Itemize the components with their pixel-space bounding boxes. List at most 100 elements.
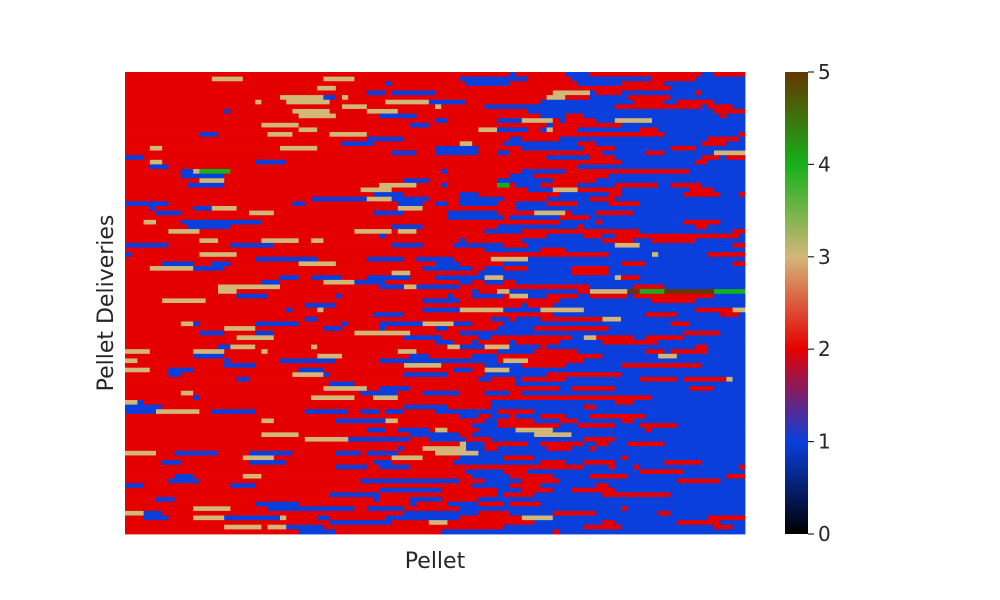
heatmap-cell [484, 266, 504, 272]
heatmap-cell [503, 266, 529, 272]
heatmap-cell [162, 159, 256, 165]
heatmap-cell [503, 242, 529, 248]
heatmap-cell [509, 473, 554, 479]
heatmap-cell [137, 358, 225, 364]
heatmap-cell [416, 501, 448, 507]
heatmap-cell [645, 150, 665, 156]
heatmap-cell [125, 432, 262, 438]
heatmap-cell [676, 376, 684, 382]
heatmap-cell [577, 293, 591, 299]
heatmap-cell [143, 155, 547, 161]
heatmap-cell [435, 201, 448, 207]
heatmap-cell [156, 219, 182, 225]
heatmap-cell [441, 182, 448, 188]
heatmap-cell [596, 510, 659, 516]
heatmap-cell [633, 335, 647, 341]
heatmap-cell [298, 432, 411, 438]
heatmap-cell [335, 303, 523, 309]
heatmap-cell [441, 487, 498, 493]
heatmap-cell [379, 182, 417, 188]
heatmap-cell [478, 339, 510, 345]
heatmap-cell [342, 293, 448, 299]
heatmap-cell [503, 492, 535, 498]
heatmap-cell [385, 515, 461, 521]
colorbar: 0 1 2 3 4 5 [785, 60, 831, 546]
heatmap-cell [608, 192, 622, 198]
heatmap-cell [447, 404, 492, 410]
heatmap-cell [577, 164, 746, 170]
heatmap-cell [224, 266, 423, 272]
heatmap-cell [410, 353, 430, 359]
heatmap-cell [497, 118, 523, 124]
heatmap-cell [732, 524, 746, 530]
heatmap-cell [472, 289, 479, 295]
heatmap-cell [180, 210, 250, 216]
heatmap-cell [720, 192, 740, 198]
heatmap-cell [528, 256, 746, 262]
heatmap-cell [559, 423, 578, 429]
heatmap-cell [571, 386, 616, 392]
heatmap-cell [286, 524, 324, 530]
heatmap-cell [267, 293, 337, 299]
heatmap-cell [552, 118, 560, 124]
heatmap-cell [397, 395, 653, 401]
heatmap-cell [224, 182, 380, 188]
heatmap-cell [366, 256, 405, 262]
heatmap-cell [509, 81, 578, 87]
heatmap-cell [125, 196, 312, 202]
heatmap-cell [230, 169, 442, 175]
heatmap-cell [466, 446, 485, 452]
heatmap-cell [534, 409, 746, 415]
heatmap-cell [329, 132, 368, 138]
heatmap-cell [590, 95, 628, 101]
heatmap-cell [472, 432, 535, 438]
heatmap-cell [125, 487, 380, 493]
heatmap-cell [125, 252, 132, 258]
heatmap-cell [509, 390, 523, 396]
y-axis-label: Pellet Deliveries [94, 215, 119, 392]
heatmap-cell [565, 210, 572, 216]
heatmap-cell [590, 155, 616, 161]
heatmap-cell [416, 150, 436, 156]
heatmap-cell [391, 224, 423, 230]
heatmap-cell [565, 118, 597, 124]
heatmap-cell [211, 409, 256, 415]
heatmap-cell [125, 450, 157, 456]
heatmap-cell [323, 76, 355, 82]
heatmap-cell [329, 99, 386, 105]
heatmap-cell [738, 312, 746, 318]
heatmap-cell [249, 460, 287, 466]
heatmap-cell [658, 182, 671, 188]
heatmap-cell [125, 192, 374, 198]
heatmap-cell [546, 233, 585, 239]
heatmap-cell [459, 76, 529, 82]
heatmap-cell [323, 326, 343, 332]
heatmap-cell [707, 252, 746, 258]
heatmap-cell [608, 252, 653, 258]
heatmap-cell [546, 155, 591, 161]
heatmap-cell [515, 413, 541, 419]
heatmap-cell [515, 376, 523, 382]
heatmap-cell [689, 187, 715, 193]
heatmap-cell [261, 279, 281, 285]
heatmap-cell [416, 349, 498, 355]
heatmap-cell [621, 506, 628, 512]
heatmap-cell [540, 247, 566, 253]
heatmap-cell [373, 141, 461, 147]
heatmap-cell [509, 483, 541, 489]
heatmap-cell [125, 303, 306, 309]
heatmap-cell [670, 85, 746, 91]
heatmap-cell [707, 136, 740, 142]
heatmap-cell [230, 224, 392, 230]
heatmap-cell [391, 460, 454, 466]
heatmap-cell [608, 201, 640, 207]
heatmap-cell [614, 275, 622, 281]
heatmap-cell [478, 376, 492, 382]
heatmap-cell [410, 275, 436, 281]
heatmap-cell [385, 326, 436, 332]
heatmap-cell [466, 81, 510, 87]
heatmap-cell [255, 321, 299, 327]
heatmap-cell [125, 520, 330, 526]
heatmap-cell [453, 293, 473, 299]
heatmap-cell [738, 233, 746, 239]
